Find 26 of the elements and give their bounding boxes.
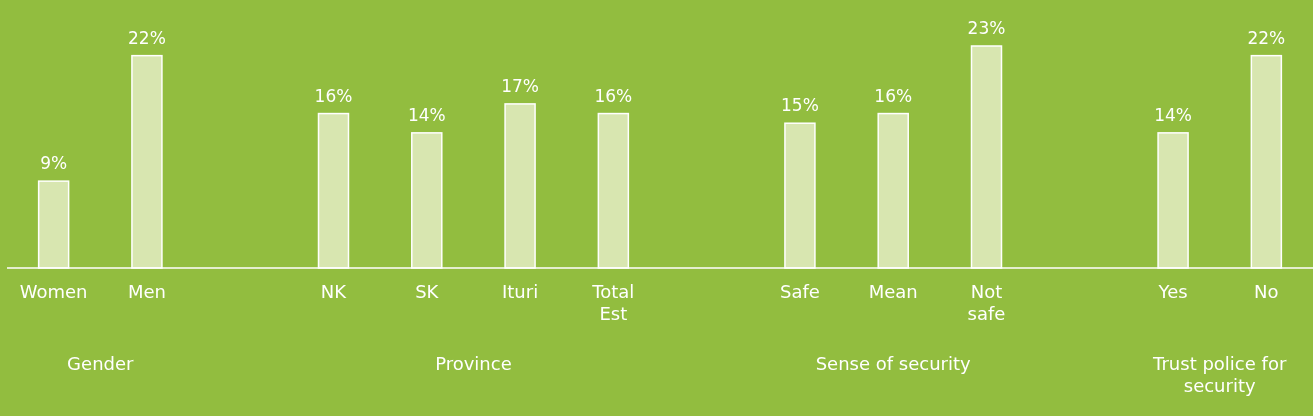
data-label: 22% bbox=[128, 27, 166, 48]
data-label: 16% bbox=[874, 85, 913, 106]
data-label: 16% bbox=[314, 85, 353, 106]
x-tick-label: SK bbox=[415, 281, 440, 302]
x-tick-label: Total Est bbox=[591, 281, 635, 324]
x-tick-label: No bbox=[1254, 281, 1279, 302]
data-label: 14% bbox=[1154, 104, 1192, 125]
x-tick-label: Men bbox=[127, 281, 166, 302]
data-label: 9% bbox=[40, 153, 68, 174]
x-tick-label: Yes bbox=[1157, 281, 1188, 302]
x-tick-label: Mean bbox=[868, 281, 918, 302]
data-label: 15% bbox=[781, 95, 819, 116]
data-label: 17% bbox=[501, 75, 539, 96]
text: Trust police for security bbox=[1152, 353, 1287, 396]
data-label: 22% bbox=[1247, 27, 1286, 48]
x-tick-label: Safe bbox=[779, 281, 820, 302]
x-tick-label: Women bbox=[19, 281, 88, 302]
x-tick-label: Not safe bbox=[967, 281, 1006, 324]
data-label: 23% bbox=[967, 18, 1006, 38]
data-label: 16% bbox=[594, 85, 633, 106]
text: Province bbox=[435, 353, 512, 374]
data-label: 14% bbox=[407, 104, 446, 125]
x-tick-label: Ituri bbox=[501, 281, 539, 302]
x-tick-label: NK bbox=[320, 281, 348, 302]
text: Sense of security bbox=[815, 353, 972, 374]
text: Gender bbox=[67, 353, 135, 374]
